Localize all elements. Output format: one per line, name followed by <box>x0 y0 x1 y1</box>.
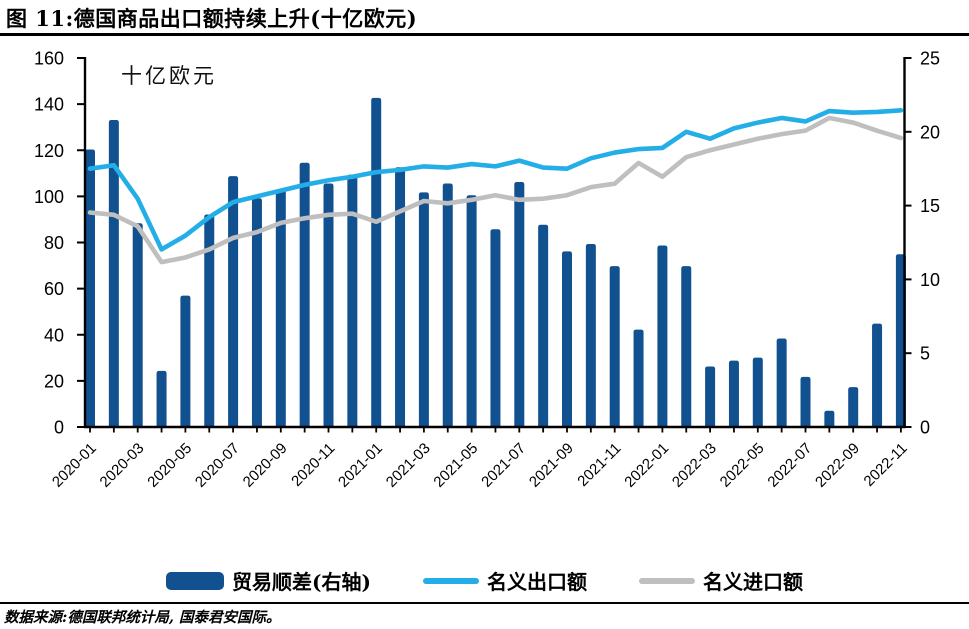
svg-text:0: 0 <box>920 418 930 438</box>
svg-text:2021-01: 2021-01 <box>335 440 386 491</box>
svg-text:2022-11: 2022-11 <box>861 440 911 490</box>
svg-text:0: 0 <box>54 418 64 438</box>
svg-text:2020-09: 2020-09 <box>240 440 291 491</box>
svg-text:2021-07: 2021-07 <box>478 440 529 491</box>
data-source: 数据来源:德国联邦统计局, 国泰君安国际。 <box>4 609 281 626</box>
svg-text:2022-01: 2022-01 <box>621 440 672 491</box>
svg-text:5: 5 <box>920 344 930 364</box>
legend-label: 名义出口额 <box>486 570 587 594</box>
svg-text:2020-03: 2020-03 <box>97 440 148 491</box>
bar-swatch-icon <box>166 571 225 590</box>
svg-text:2021-03: 2021-03 <box>383 440 434 491</box>
svg-text:2020-05: 2020-05 <box>144 440 195 491</box>
svg-text:140: 140 <box>34 95 64 115</box>
svg-text:2021-05: 2021-05 <box>430 440 481 491</box>
svg-text:2020-07: 2020-07 <box>192 440 243 491</box>
svg-text:20: 20 <box>44 371 64 391</box>
legend-item-trade-balance: 贸易顺差(右轴) <box>166 566 371 595</box>
svg-text:60: 60 <box>44 279 64 299</box>
svg-text:160: 160 <box>34 49 64 69</box>
legend-item-imports: 名义进口额 <box>638 566 803 595</box>
svg-text:40: 40 <box>44 325 64 345</box>
footer-divider <box>0 602 969 604</box>
svg-text:2022-07: 2022-07 <box>764 440 815 491</box>
svg-text:2021-11: 2021-11 <box>574 440 624 490</box>
line-swatch-icon <box>638 577 695 584</box>
svg-text:100: 100 <box>34 187 64 207</box>
svg-text:25: 25 <box>920 49 940 69</box>
svg-text:120: 120 <box>34 141 64 161</box>
svg-text:2022-05: 2022-05 <box>717 440 768 491</box>
svg-text:2022-03: 2022-03 <box>669 440 720 491</box>
svg-text:20: 20 <box>920 122 940 142</box>
legend-label: 贸易顺差(右轴) <box>232 570 371 594</box>
svg-text:15: 15 <box>920 196 940 216</box>
title-underline <box>0 33 969 36</box>
legend-item-exports: 名义出口额 <box>422 566 587 595</box>
svg-text:2022-09: 2022-09 <box>812 440 863 491</box>
svg-text:2020-01: 2020-01 <box>49 440 100 491</box>
svg-text:10: 10 <box>920 270 940 290</box>
legend-label: 名义进口额 <box>702 570 803 594</box>
svg-text:2020-11: 2020-11 <box>288 440 338 490</box>
svg-text:2021-09: 2021-09 <box>526 440 577 491</box>
figure-title: 图 11:德国商品出口额持续上升(十亿欧元) <box>6 6 418 31</box>
svg-text:80: 80 <box>44 233 64 253</box>
axis-unit-label: 十亿欧元 <box>121 64 217 88</box>
legend: 贸易顺差(右轴) 名义出口额 名义进口额 <box>0 566 969 595</box>
line-swatch-icon <box>422 577 479 584</box>
